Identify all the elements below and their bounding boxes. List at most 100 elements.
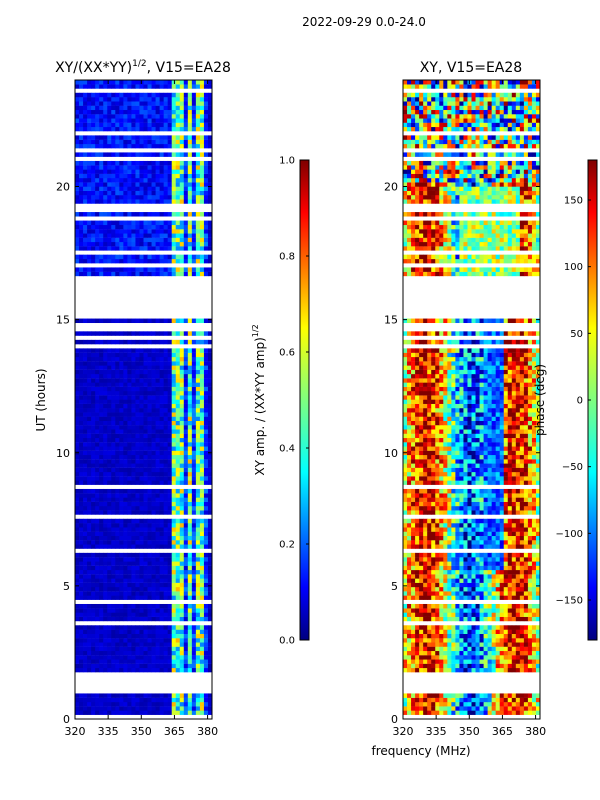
heatmap-cell [419, 693, 424, 698]
heatmap-cell [83, 199, 88, 204]
heatmap-cell [419, 697, 424, 703]
heatmap-cell [491, 608, 497, 613]
heatmap-cell [95, 339, 100, 345]
heatmap-cell [79, 463, 84, 468]
heatmap-cell [87, 254, 92, 260]
heatmap-cell [407, 603, 412, 609]
heatmap-cell [471, 616, 476, 622]
heatmap-cell [87, 114, 92, 119]
heatmap-cell [111, 527, 116, 532]
heatmap-cell [131, 173, 136, 179]
heatmap-cell [163, 118, 169, 123]
heatmap-cell [91, 488, 96, 494]
heatmap-cell [115, 557, 120, 562]
heatmap-cell [151, 582, 156, 588]
heatmap-cell [167, 633, 173, 639]
heatmap-cell [127, 169, 132, 174]
heatmap-cell [75, 659, 80, 664]
heatmap-cell [139, 565, 144, 571]
heatmap-cell [123, 638, 128, 643]
heatmap-cell [127, 433, 132, 439]
heatmap-cell [159, 143, 165, 149]
heatmap-cell [155, 616, 161, 622]
heatmap-cell [187, 220, 193, 226]
heatmap-cell [91, 369, 96, 375]
heatmap-cell [183, 390, 189, 396]
heatmap-cell [95, 467, 100, 473]
heatmap-cell [95, 659, 100, 664]
heatmap-cell [171, 220, 177, 226]
heatmap-cell [451, 591, 456, 596]
heatmap-cell [447, 697, 452, 703]
heatmap-cell [95, 608, 100, 613]
heatmap-cell [195, 569, 201, 575]
heatmap-cell [195, 697, 201, 703]
heatmap-cell [479, 659, 484, 664]
heatmap-cell [487, 574, 493, 579]
heatmap-cell [195, 173, 201, 179]
heatmap-cell [167, 224, 173, 230]
heatmap-cell [499, 629, 505, 634]
heatmap-cell [207, 408, 213, 413]
heatmap-cell [463, 650, 468, 656]
heatmap-cell [115, 246, 120, 251]
heatmap-cell [91, 442, 96, 447]
heatmap-cell [135, 540, 140, 545]
heatmap-cell [159, 109, 165, 115]
heatmap-cell [203, 608, 209, 613]
heatmap-cell [115, 267, 120, 272]
heatmap-cell [447, 612, 452, 617]
heatmap-cell [99, 557, 104, 562]
heatmap-cell [155, 169, 161, 174]
heatmap-cell [143, 160, 148, 166]
heatmap-cell [199, 501, 205, 507]
heatmap-cell [127, 160, 132, 166]
heatmap-cell [455, 608, 460, 613]
heatmap-cell [135, 667, 140, 673]
heatmap-cell [171, 420, 177, 426]
heatmap-cell [123, 84, 128, 89]
heatmap-cell [203, 105, 209, 111]
heatmap-cell [159, 518, 165, 524]
heatmap-cell [439, 697, 444, 703]
heatmap-cell [119, 365, 124, 370]
heatmap-cell [195, 118, 201, 123]
heatmap-cell [163, 84, 169, 89]
panel1-frame [74, 79, 213, 720]
heatmap-cell [155, 638, 161, 643]
heatmap-cell [131, 463, 136, 468]
heatmap-cell [171, 442, 177, 447]
heatmap-cell [463, 629, 468, 634]
heatmap-cell [175, 237, 181, 243]
heatmap-cell [107, 506, 112, 511]
heatmap-cell [151, 706, 156, 711]
heatmap-cell [171, 195, 177, 200]
heatmap-cell [127, 399, 132, 404]
heatmap-cell [471, 582, 476, 588]
heatmap-cell [179, 408, 185, 413]
heatmap-cell [119, 199, 124, 204]
heatmap-cell [207, 220, 213, 226]
heatmap-cell [199, 369, 205, 375]
heatmap-cell [143, 650, 148, 656]
heatmap-cell [175, 433, 181, 439]
heatmap-cell [123, 527, 128, 532]
heatmap-cell [131, 561, 136, 566]
heatmap-cell [91, 629, 96, 634]
heatmap-cell [179, 369, 185, 375]
heatmap-cell [191, 122, 197, 128]
heatmap-cell [183, 608, 189, 613]
heatmap-cell [195, 523, 201, 528]
heatmap-cell [119, 646, 124, 652]
heatmap-cell [103, 633, 108, 639]
heatmap-cell [95, 629, 100, 634]
heatmap-cell [459, 697, 464, 703]
heatmap-cell [79, 390, 84, 396]
heatmap-cell [191, 633, 197, 639]
heatmap-cell [167, 561, 173, 566]
heatmap-cell [191, 212, 197, 217]
heatmap-cell [499, 591, 505, 596]
heatmap-cell [131, 429, 136, 434]
heatmap-cell [467, 569, 472, 575]
heatmap-cell [207, 373, 213, 379]
